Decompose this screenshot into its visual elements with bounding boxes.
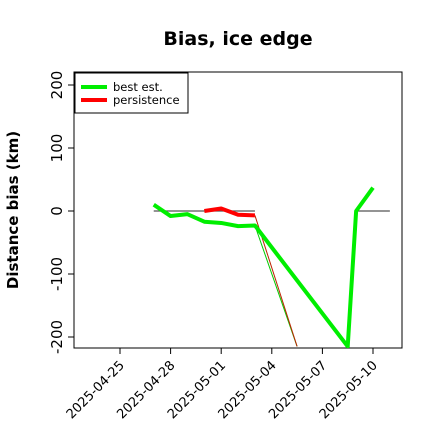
series-layer (152, 186, 390, 348)
y-tick-label: 200 (48, 71, 66, 100)
legend-label: persistence (113, 93, 180, 107)
y-axis: -200 -100 0 100 200 (48, 71, 74, 354)
series-line-persistence (204, 206, 256, 218)
y-tick-label: 0 (48, 206, 66, 216)
y-axis-label: Distance bias (km) (4, 131, 22, 289)
y-tick-label: 100 (48, 134, 66, 163)
legend-label: best est. (113, 80, 163, 94)
x-axis: 2025-04-252025-04-282025-05-012025-05-04… (64, 348, 381, 422)
chart-title: Bias, ice edge (163, 28, 312, 50)
y-tick-label: -100 (48, 257, 66, 291)
connector-line-1 (254, 225, 298, 347)
plot-frame (73, 71, 403, 349)
series-line-best-est (152, 186, 375, 348)
legend-box (74, 72, 189, 114)
legend: best est.persistence (74, 72, 189, 114)
y-tick-label: -200 (48, 320, 66, 354)
